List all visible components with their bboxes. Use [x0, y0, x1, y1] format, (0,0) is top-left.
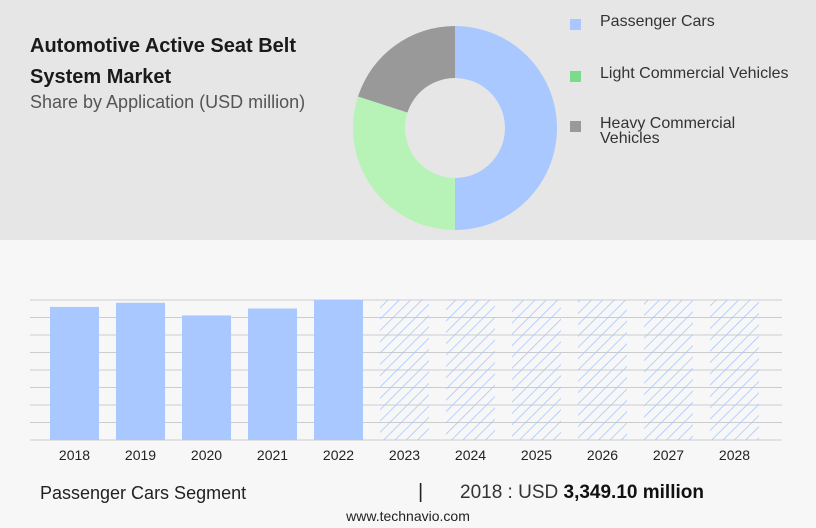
legend-swatch-light-commercial-vehicles [570, 71, 581, 82]
legend-label-light-commercial-vehicles: Light Commercial Vehicles [600, 65, 789, 82]
bar-chart: 2018 2019 2020 2021 2022 2023 2024 2025 2026 2027… [30, 299, 782, 463]
segment-label: Passenger Cars Segment [40, 483, 247, 503]
x-tick-label-2024: 2024 [455, 447, 486, 463]
x-tick-label-2022: 2022 [323, 447, 354, 463]
footer-divider: | [418, 481, 424, 503]
segment-value: 2018 : USD 3,349.10 million [460, 482, 704, 504]
forecast-bar-2025 [512, 300, 561, 440]
x-tick-label-2027: 2027 [653, 447, 684, 463]
bar-2018 [50, 306, 99, 440]
donut-slice-heavy-commercial-vehicles [357, 26, 455, 113]
legend-swatch-heavy-commercial-vehicles [570, 121, 581, 132]
forecast-bar-2024 [446, 300, 495, 440]
x-tick-label-2026: 2026 [587, 447, 618, 463]
segment-year-label: 2018 : USD [460, 482, 564, 503]
x-tick-label-2019: 2019 [125, 447, 156, 463]
legend-label-passenger-cars: Passenger Cars [600, 13, 715, 30]
x-tick-label-2025: 2025 [521, 447, 552, 463]
bar-2022 [314, 300, 363, 440]
x-tick-label-2018: 2018 [59, 447, 90, 463]
bar-2021 [248, 308, 297, 440]
x-tick-label-2020: 2020 [191, 447, 222, 463]
legend-swatch-passenger-cars [570, 19, 581, 30]
donut-slice-light-commercial-vehicles [353, 96, 455, 230]
bar-2020 [182, 315, 231, 440]
x-tick-label-2028: 2028 [719, 447, 750, 463]
x-tick-label-2023: 2023 [389, 447, 420, 463]
bar-2019 [116, 302, 165, 440]
donut-slice-passenger-cars [455, 26, 557, 230]
forecast-bar-2028 [710, 300, 759, 440]
chart-subtitle: Share by Application (USD million) [30, 92, 306, 112]
source-credit: www.technavio.com [346, 508, 470, 524]
forecast-bar-2023 [380, 300, 429, 440]
segment-value-amount: 3,349.10 million [563, 482, 704, 503]
forecast-bar-2027 [644, 300, 693, 440]
x-tick-label-2021: 2021 [257, 447, 288, 463]
legend-label-heavy-commercial-vehicles: Heavy Commercial Vehicles [600, 115, 736, 147]
forecast-bar-2026 [578, 300, 627, 440]
donut-chart [353, 26, 557, 230]
chart-title: Automotive Active Seat Belt System Marke… [30, 35, 296, 88]
